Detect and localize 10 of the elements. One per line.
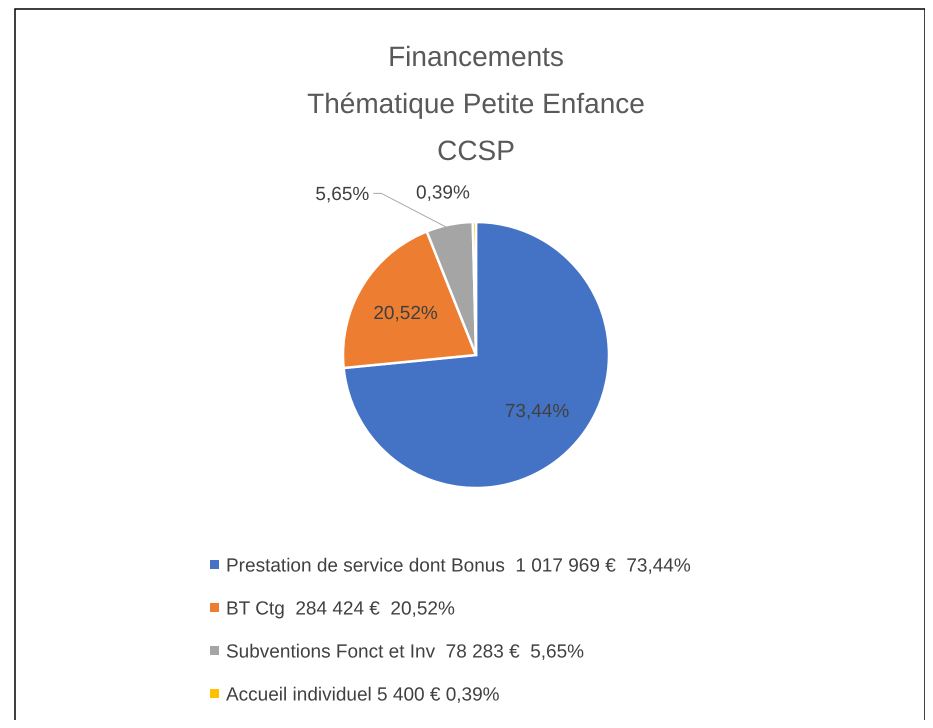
legend-label: Prestation de service dont Bonus 1 017 969 € 73,44% [226,556,691,577]
data-label: 20,52% [373,302,438,324]
legend-label: Accueil individuel 5 400 € 0,39% [226,684,500,706]
data-label: 0,39% [416,182,470,204]
legend-label: Subventions Fonct et Inv 78 283 € 5,65% [226,642,584,663]
chart-title: Financements Thématique Petite Enfance CCSP [307,41,645,166]
data-label: 5,65% [315,184,370,205]
pie-slice [342,220,610,489]
data-label: 73,44% [504,401,570,422]
legend-label: BT Ctg 284 424 € 20,52% [226,598,455,620]
